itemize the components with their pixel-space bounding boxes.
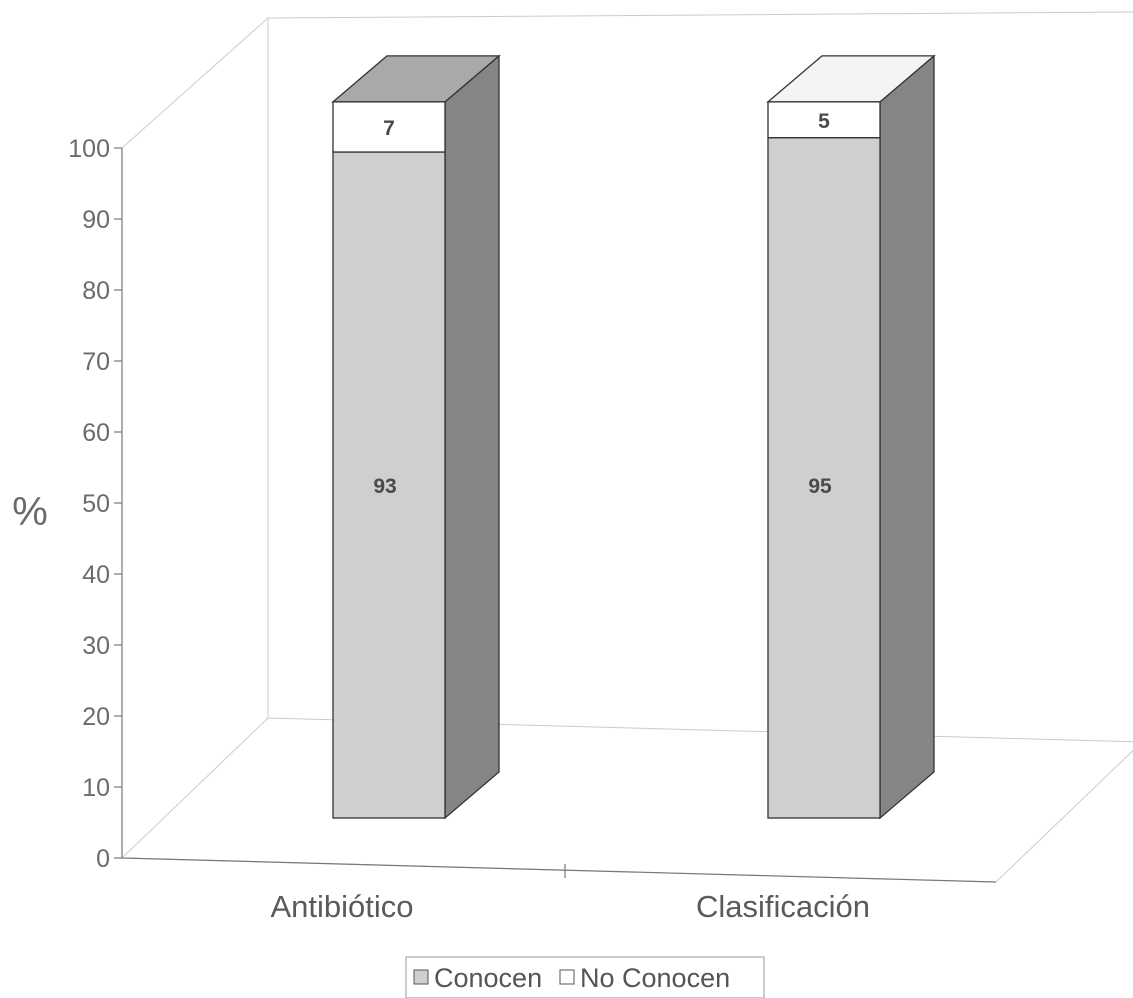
data-label: 93 [373,475,396,498]
bar-segment-conocen [332,151,446,819]
legend-label: Conocen [434,963,542,993]
chart-walls [120,11,1133,883]
y-tick-label: 60 [82,419,110,447]
legend: Conocen No Conocen [405,956,765,998]
data-label: 5 [818,110,830,133]
bar-side-face [879,54,935,820]
legend-swatch [413,969,429,985]
floor [120,717,1133,883]
y-tick-label: 80 [82,277,110,305]
data-label: 95 [808,475,832,498]
y-tick-label: 20 [82,703,110,731]
bar-segment-no-conocen [332,101,446,153]
side-wall [121,16,269,718]
y-axis-label: % [12,490,48,534]
bar-side-face [444,54,500,820]
y-tick-label: 10 [82,774,110,802]
y-tick-label: 40 [82,561,110,589]
legend-box [405,956,765,998]
bar-segment-conocen [767,137,881,819]
x-axis-line [121,857,997,883]
x-category-label: Clasificación [696,889,870,924]
legend-label: No Conocen [580,963,730,993]
bars: 93 7 95 5 [331,54,936,820]
y-tick-label: 30 [82,632,110,660]
back-wall-top [267,11,1133,19]
legend-swatch [559,969,575,985]
x-category-label: Antibiótico [270,889,413,924]
data-label: 7 [383,117,395,140]
y-axis: 0 10 20 30 40 50 60 70 80 90 100 [68,135,123,873]
y-tick-label: 90 [82,206,110,234]
y-tick-label: 100 [68,135,110,163]
y-tick-label: 50 [82,490,110,518]
x-axis: Antibiótico Clasificación [121,857,997,924]
bar-segment-no-conocen [767,101,881,139]
y-tick-label: 70 [82,348,110,376]
y-tick-label: 0 [96,845,110,873]
